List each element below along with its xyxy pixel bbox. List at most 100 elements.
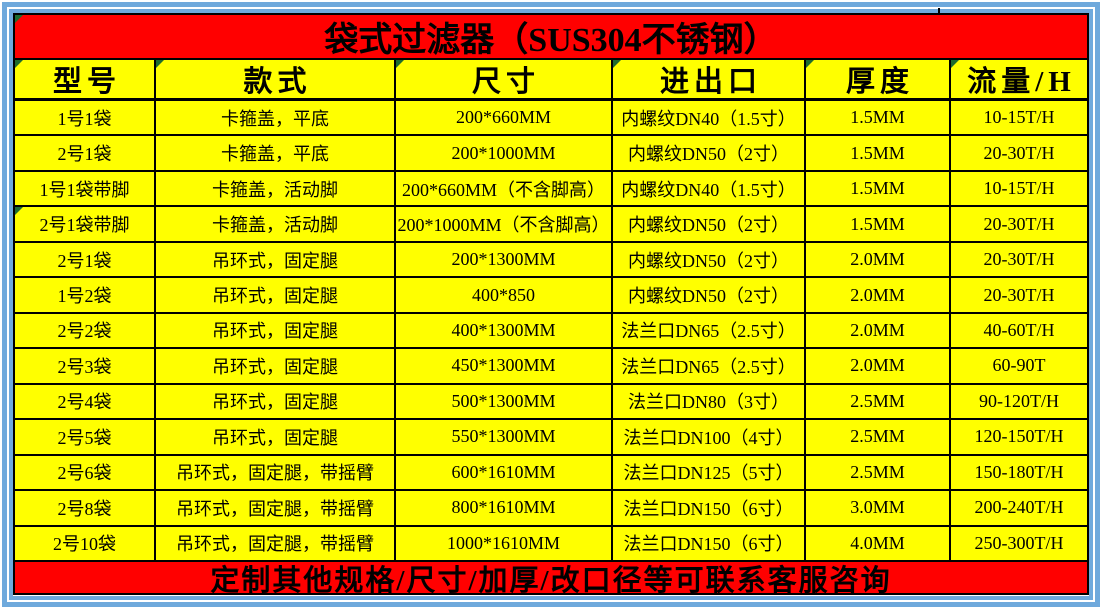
table-cell: 450*1300MM bbox=[396, 349, 611, 383]
table-cell: 吊环式，固定腿，带摇臂 bbox=[156, 526, 394, 560]
table-cell: 400*1300MM bbox=[396, 313, 611, 348]
table-cell: 250-300T/H bbox=[951, 526, 1087, 560]
table-cell: 2.0MM bbox=[806, 349, 949, 383]
table-cell: 1.5MM bbox=[806, 207, 949, 241]
table-cell: 500*1300MM bbox=[396, 384, 611, 419]
table-title-band: 袋式过滤器（SUS304不锈钢） bbox=[15, 15, 1087, 59]
table-cell: 法兰口DN65（2.5寸） bbox=[613, 313, 804, 348]
table-cell: 200*660MM bbox=[396, 101, 611, 135]
table-cell: 卡箍盖，活动脚 bbox=[156, 207, 394, 241]
table-cell: 3.0MM bbox=[806, 491, 949, 525]
table-cell: 吊环式，固定腿 bbox=[156, 349, 394, 383]
header-label: 款式 bbox=[243, 66, 312, 98]
table-cell: 550*1300MM bbox=[396, 420, 611, 454]
table-cell: 1号1袋带脚 bbox=[15, 171, 154, 206]
table-cell: 200*1300MM bbox=[396, 242, 611, 277]
table-cell: 内螺纹DN40（1.5寸） bbox=[613, 101, 804, 135]
table-cell: 2.0MM bbox=[806, 313, 949, 348]
table-cell: 卡箍盖，活动脚 bbox=[156, 171, 394, 206]
table-cell: 2.5MM bbox=[806, 420, 949, 454]
table-cell: 2号2袋 bbox=[15, 313, 154, 348]
table-cell: 法兰口DN65（2.5寸） bbox=[613, 349, 804, 383]
error-marker-icon bbox=[15, 207, 23, 216]
table-cell: 内螺纹DN50（2寸） bbox=[613, 136, 804, 170]
error-marker-icon bbox=[951, 60, 959, 68]
table-cell: 2.5MM bbox=[806, 455, 949, 490]
header-style: 款式 bbox=[156, 60, 394, 98]
table-cell: 法兰口DN125（5寸） bbox=[613, 455, 804, 490]
table-cell: 2.0MM bbox=[806, 278, 949, 312]
table-cell: 20-30T/H bbox=[951, 136, 1087, 170]
table-cell: 吊环式，固定腿 bbox=[156, 278, 394, 312]
error-marker-icon bbox=[396, 60, 404, 68]
table-cell: 卡箍盖，平底 bbox=[156, 136, 394, 170]
error-marker-icon bbox=[806, 60, 814, 68]
spec-table: 袋式过滤器（SUS304不锈钢） 型号 款式 尺寸 进出口 厚度 流量/H 1号… bbox=[13, 13, 1089, 597]
table-cell: 1.5MM bbox=[806, 101, 949, 135]
table-cell: 法兰口DN150（6寸） bbox=[613, 526, 804, 560]
table-cell: 1.5MM bbox=[806, 171, 949, 206]
table-cell: 2号4袋 bbox=[15, 384, 154, 419]
error-marker-icon bbox=[15, 15, 23, 23]
header-flow: 流量/H bbox=[951, 60, 1087, 98]
error-marker-icon bbox=[15, 60, 23, 68]
table-cell: 20-30T/H bbox=[951, 278, 1087, 312]
table-cell: 150-180T/H bbox=[951, 455, 1087, 490]
table-cell: 法兰口DN80（3寸） bbox=[613, 384, 804, 419]
table-cell: 200-240T/H bbox=[951, 491, 1087, 525]
table-cell: 90-120T/H bbox=[951, 384, 1087, 419]
table-cell: 2号8袋 bbox=[15, 491, 154, 525]
header-label: 尺寸 bbox=[471, 66, 540, 98]
table-body: 1号1袋 卡箍盖，平底 200*660MM 内螺纹DN40（1.5寸） 1.5MM 10-… bbox=[15, 101, 1087, 560]
table-cell: 内螺纹DN50（2寸） bbox=[613, 207, 804, 241]
table-footer-band: 定制其他规格/尺寸/加厚/改口径等可联系客服咨询 bbox=[15, 562, 1087, 597]
table-cell: 法兰口DN100（4寸） bbox=[613, 420, 804, 454]
table-cell: 800*1610MM bbox=[396, 491, 611, 525]
table-cell: 60-90T bbox=[951, 349, 1087, 383]
table-cell: 2号1袋 bbox=[15, 242, 154, 277]
table-cell: 卡箍盖，平底 bbox=[156, 101, 394, 135]
table-cell: 1号2袋 bbox=[15, 278, 154, 312]
table-cell: 10-15T/H bbox=[951, 101, 1087, 135]
table-cell: 1000*1610MM bbox=[396, 526, 611, 560]
footer-note: 定制其他规格/尺寸/加厚/改口径等可联系客服咨询 bbox=[210, 564, 892, 597]
header-label: 流量/H bbox=[967, 66, 1076, 98]
header-model: 型号 bbox=[15, 60, 154, 98]
table-header-row: 型号 款式 尺寸 进出口 厚度 流量/H bbox=[15, 60, 1087, 98]
table-cell: 1.5MM bbox=[806, 136, 949, 170]
gridline-tick bbox=[938, 8, 940, 15]
table-cell: 2号5袋 bbox=[15, 420, 154, 454]
table-cell: 2号6袋 bbox=[15, 455, 154, 490]
header-thickness: 厚度 bbox=[806, 60, 949, 98]
table-cell: 法兰口DN150（6寸） bbox=[613, 491, 804, 525]
table-cell: 20-30T/H bbox=[951, 207, 1087, 241]
table-title: 袋式过滤器（SUS304不锈钢） bbox=[324, 22, 778, 59]
table-cell: 吊环式，固定腿 bbox=[156, 313, 394, 348]
table-cell: 600*1610MM bbox=[396, 455, 611, 490]
table-cell: 2号10袋 bbox=[15, 526, 154, 560]
table-cell: 2号1袋带脚 bbox=[15, 207, 154, 241]
table-cell: 2号1袋 bbox=[15, 136, 154, 170]
table-cell: 吊环式，固定腿，带摇臂 bbox=[156, 491, 394, 525]
header-label: 厚度 bbox=[845, 66, 914, 98]
table-cell: 内螺纹DN50（2寸） bbox=[613, 278, 804, 312]
table-cell: 40-60T/H bbox=[951, 313, 1087, 348]
table-cell: 吊环式，固定腿 bbox=[156, 420, 394, 454]
table-cell: 4.0MM bbox=[806, 526, 949, 560]
table-cell: 200*1000MM（不含脚高） bbox=[396, 207, 611, 241]
table-cell: 20-30T/H bbox=[951, 242, 1087, 277]
header-label: 型号 bbox=[52, 66, 121, 98]
table-cell: 400*850 bbox=[396, 278, 611, 312]
table-cell: 吊环式，固定腿 bbox=[156, 384, 394, 419]
table-cell: 10-15T/H bbox=[951, 171, 1087, 206]
table-cell: 200*660MM（不含脚高） bbox=[396, 171, 611, 206]
table-cell: 吊环式，固定腿，带摇臂 bbox=[156, 455, 394, 490]
table-cell: 200*1000MM bbox=[396, 136, 611, 170]
header-label: 进出口 bbox=[659, 66, 762, 98]
table-cell: 2.0MM bbox=[806, 242, 949, 277]
header-inlet-outlet: 进出口 bbox=[613, 60, 804, 98]
table-cell: 吊环式，固定腿 bbox=[156, 242, 394, 277]
table-cell: 1号1袋 bbox=[15, 101, 154, 135]
error-marker-icon bbox=[156, 60, 164, 68]
table-cell: 120-150T/H bbox=[951, 420, 1087, 454]
